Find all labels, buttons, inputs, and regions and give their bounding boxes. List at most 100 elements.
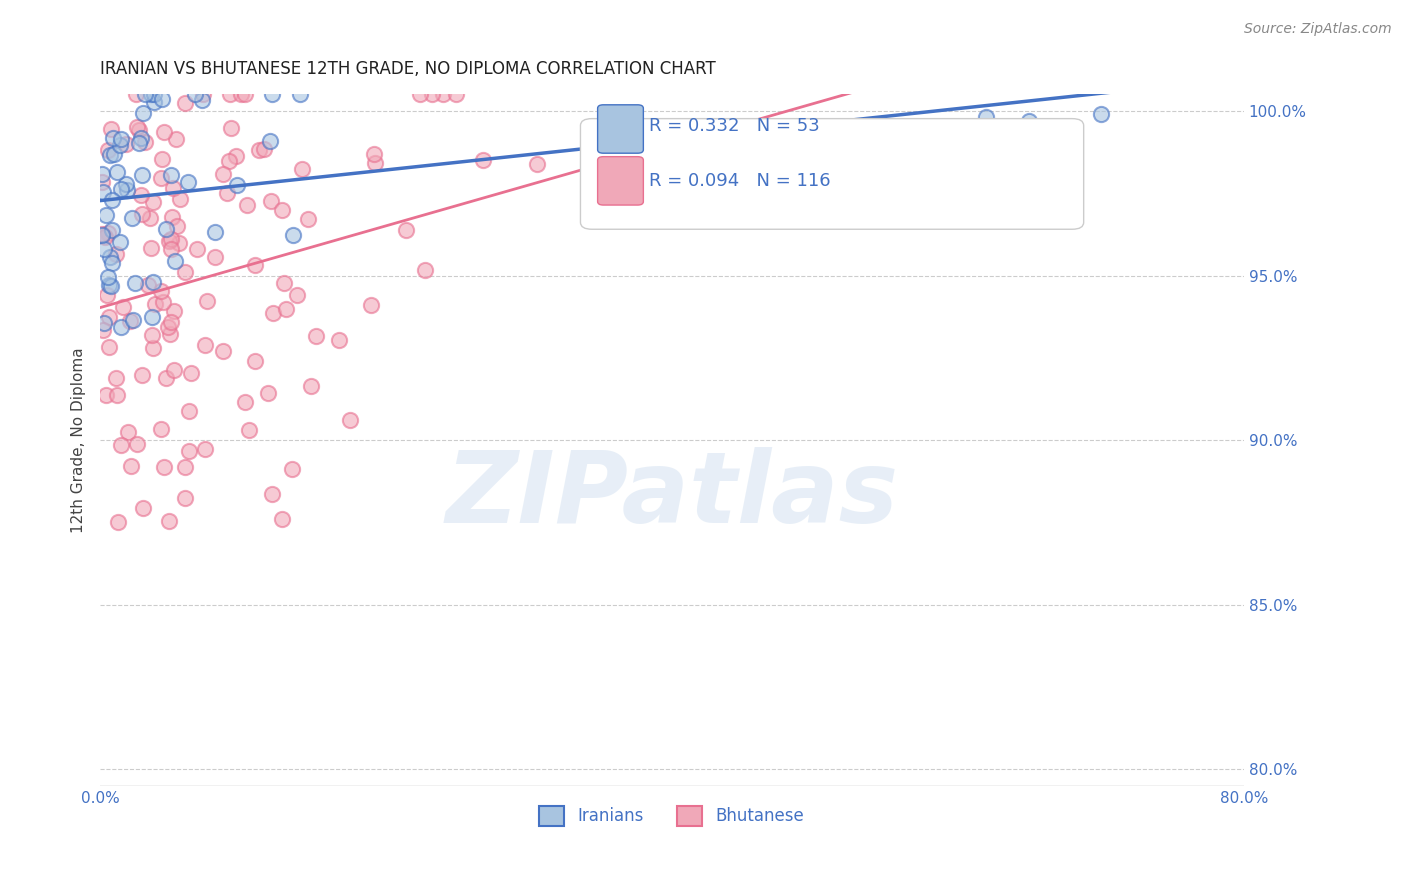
- Point: [105, 165, 128, 179]
- Text: R = 0.332   N = 53: R = 0.332 N = 53: [650, 117, 820, 135]
- Point: [98, 310, 121, 325]
- Point: [212, 167, 235, 181]
- Point: [976, 111, 998, 125]
- Point: [128, 136, 150, 150]
- Point: [157, 234, 180, 248]
- Point: [142, 341, 165, 355]
- Point: [363, 146, 385, 161]
- Point: [108, 235, 131, 249]
- Point: [174, 459, 197, 474]
- Point: [204, 250, 226, 264]
- Point: [221, 120, 243, 135]
- Text: Source: ZipAtlas.com: Source: ZipAtlas.com: [1244, 22, 1392, 37]
- Point: [219, 87, 242, 102]
- Point: [262, 487, 284, 501]
- Point: [186, 242, 208, 256]
- Point: [97, 270, 120, 285]
- Point: [291, 162, 314, 177]
- Point: [132, 501, 155, 516]
- Point: [432, 87, 454, 102]
- Point: [100, 223, 122, 237]
- Point: [163, 304, 186, 318]
- Point: [90, 167, 112, 181]
- Point: [142, 194, 165, 209]
- Point: [131, 168, 153, 182]
- Point: [166, 219, 188, 234]
- Point: [526, 157, 548, 171]
- Point: [1018, 113, 1040, 128]
- Point: [191, 87, 214, 102]
- Point: [120, 314, 142, 328]
- Point: [115, 183, 138, 197]
- Point: [165, 254, 187, 268]
- Point: [115, 136, 138, 151]
- Point: [110, 438, 132, 452]
- Point: [105, 247, 128, 261]
- Point: [122, 312, 145, 326]
- Point: [91, 323, 114, 337]
- Point: [262, 305, 284, 319]
- Point: [90, 175, 112, 189]
- Point: [256, 385, 278, 400]
- Point: [142, 275, 165, 289]
- Point: [160, 232, 183, 246]
- Point: [139, 211, 162, 226]
- Point: [155, 371, 177, 385]
- Point: [152, 459, 174, 474]
- Point: [128, 123, 150, 137]
- Point: [131, 130, 153, 145]
- Point: [150, 92, 173, 106]
- Point: [173, 265, 195, 279]
- Point: [191, 93, 214, 107]
- Y-axis label: 12th Grade, No Diploma: 12th Grade, No Diploma: [72, 347, 86, 533]
- Point: [165, 131, 187, 145]
- Point: [194, 442, 217, 456]
- Point: [152, 152, 174, 166]
- Point: [103, 147, 125, 161]
- Point: [179, 404, 201, 418]
- Point: [150, 171, 173, 186]
- Point: [409, 87, 432, 102]
- Point: [226, 178, 249, 193]
- Point: [97, 143, 120, 157]
- Point: [262, 87, 284, 102]
- Point: [169, 235, 191, 250]
- Point: [125, 437, 148, 451]
- Point: [142, 87, 165, 102]
- Point: [231, 87, 253, 102]
- Point: [136, 277, 159, 292]
- Point: [121, 211, 143, 225]
- Point: [281, 227, 304, 242]
- Point: [131, 207, 153, 221]
- Point: [100, 255, 122, 269]
- Point: [141, 310, 163, 324]
- Point: [141, 328, 163, 343]
- FancyBboxPatch shape: [598, 104, 644, 153]
- Point: [285, 288, 308, 302]
- Point: [91, 228, 114, 243]
- Point: [159, 168, 181, 182]
- Point: [159, 242, 181, 256]
- Point: [150, 284, 173, 298]
- Point: [243, 258, 266, 272]
- Point: [243, 354, 266, 368]
- Point: [101, 131, 124, 145]
- Point: [157, 514, 180, 528]
- Point: [177, 444, 200, 458]
- Point: [91, 185, 114, 199]
- Point: [183, 87, 205, 102]
- Point: [276, 302, 298, 317]
- Point: [117, 425, 139, 439]
- Point: [305, 329, 328, 343]
- Point: [162, 180, 184, 194]
- Point: [110, 132, 132, 146]
- Point: [159, 326, 181, 341]
- Point: [157, 320, 180, 334]
- Point: [97, 340, 120, 354]
- Point: [131, 368, 153, 383]
- Point: [105, 388, 128, 402]
- Point: [281, 462, 304, 476]
- Point: [472, 153, 495, 168]
- Point: [155, 222, 177, 236]
- Point: [93, 242, 115, 256]
